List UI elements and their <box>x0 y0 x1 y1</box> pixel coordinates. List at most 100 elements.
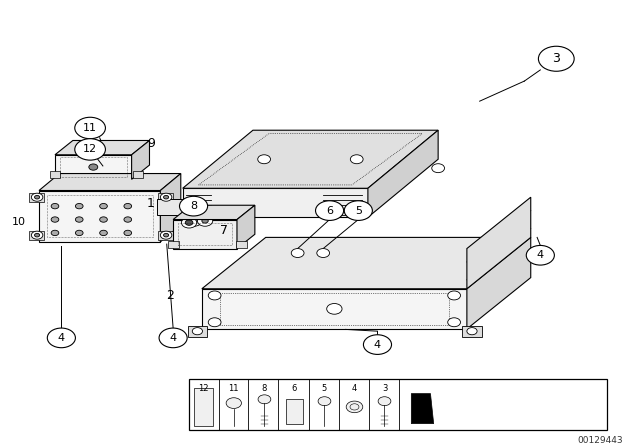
Circle shape <box>100 203 108 209</box>
Text: 7: 7 <box>220 224 228 237</box>
Text: 3: 3 <box>552 52 560 65</box>
Circle shape <box>344 201 372 220</box>
Polygon shape <box>50 171 60 178</box>
Text: 6: 6 <box>326 206 333 215</box>
Polygon shape <box>159 193 173 202</box>
Polygon shape <box>412 394 434 424</box>
Text: 5: 5 <box>355 206 362 215</box>
Polygon shape <box>202 289 467 329</box>
Circle shape <box>31 193 43 201</box>
Text: 11: 11 <box>83 123 97 133</box>
Polygon shape <box>368 130 438 217</box>
Circle shape <box>258 395 271 404</box>
Polygon shape <box>189 379 607 431</box>
Circle shape <box>378 397 391 405</box>
Circle shape <box>448 318 461 327</box>
Text: 3: 3 <box>382 384 387 393</box>
Circle shape <box>208 291 221 300</box>
Circle shape <box>161 193 172 201</box>
Text: 4: 4 <box>374 340 381 349</box>
Text: 2: 2 <box>166 289 174 302</box>
Text: 4: 4 <box>537 250 544 260</box>
Circle shape <box>226 398 241 409</box>
Text: 8: 8 <box>190 201 197 211</box>
Circle shape <box>181 217 196 228</box>
Polygon shape <box>194 388 213 426</box>
Circle shape <box>318 397 331 405</box>
Circle shape <box>31 231 43 239</box>
Polygon shape <box>157 199 182 215</box>
Polygon shape <box>286 399 303 424</box>
Circle shape <box>350 155 363 164</box>
Circle shape <box>364 335 392 354</box>
Polygon shape <box>237 205 255 249</box>
Circle shape <box>76 230 83 236</box>
Circle shape <box>179 196 207 216</box>
Circle shape <box>538 46 574 71</box>
Text: 4: 4 <box>352 384 357 393</box>
Circle shape <box>159 328 187 348</box>
Text: 11: 11 <box>228 384 239 393</box>
Circle shape <box>186 215 202 226</box>
Circle shape <box>51 217 59 222</box>
Text: 10: 10 <box>12 217 26 227</box>
Polygon shape <box>463 326 481 336</box>
Text: 12: 12 <box>83 144 97 155</box>
Polygon shape <box>467 197 531 289</box>
Text: 00129443: 00129443 <box>578 436 623 445</box>
Polygon shape <box>39 190 161 242</box>
Polygon shape <box>29 193 44 202</box>
Polygon shape <box>188 326 207 336</box>
Polygon shape <box>182 130 438 188</box>
Circle shape <box>164 195 169 199</box>
Circle shape <box>326 303 342 314</box>
Polygon shape <box>182 188 368 217</box>
Polygon shape <box>161 173 180 242</box>
Circle shape <box>76 217 83 222</box>
Polygon shape <box>133 171 143 178</box>
Circle shape <box>76 203 83 209</box>
Circle shape <box>185 220 193 225</box>
Circle shape <box>75 139 106 160</box>
Circle shape <box>51 203 59 209</box>
Circle shape <box>191 219 197 223</box>
Circle shape <box>316 201 344 220</box>
Text: 9: 9 <box>147 137 155 150</box>
Circle shape <box>346 401 363 413</box>
Circle shape <box>89 164 98 170</box>
Circle shape <box>164 233 169 237</box>
Circle shape <box>192 327 202 335</box>
Circle shape <box>35 233 40 237</box>
Circle shape <box>448 291 461 300</box>
Circle shape <box>35 195 40 199</box>
Text: 8: 8 <box>262 384 267 393</box>
Text: 5: 5 <box>322 384 327 393</box>
Circle shape <box>124 230 132 236</box>
Circle shape <box>100 230 108 236</box>
Polygon shape <box>236 241 247 248</box>
Circle shape <box>197 215 212 226</box>
Circle shape <box>100 217 108 222</box>
Polygon shape <box>168 241 179 248</box>
Polygon shape <box>173 205 255 220</box>
Polygon shape <box>29 231 44 240</box>
Text: 1: 1 <box>147 198 155 211</box>
Polygon shape <box>132 141 150 179</box>
Polygon shape <box>55 141 150 155</box>
Circle shape <box>208 318 221 327</box>
Circle shape <box>432 164 445 172</box>
Circle shape <box>75 117 106 139</box>
Circle shape <box>202 219 208 223</box>
Circle shape <box>317 249 330 258</box>
Circle shape <box>124 203 132 209</box>
Text: 12: 12 <box>198 384 209 393</box>
Polygon shape <box>55 155 132 179</box>
Circle shape <box>124 217 132 222</box>
Text: 4: 4 <box>58 333 65 343</box>
Polygon shape <box>39 173 180 190</box>
Circle shape <box>526 246 554 265</box>
Polygon shape <box>202 237 531 289</box>
Polygon shape <box>467 237 531 329</box>
Circle shape <box>161 231 172 239</box>
Circle shape <box>47 328 76 348</box>
